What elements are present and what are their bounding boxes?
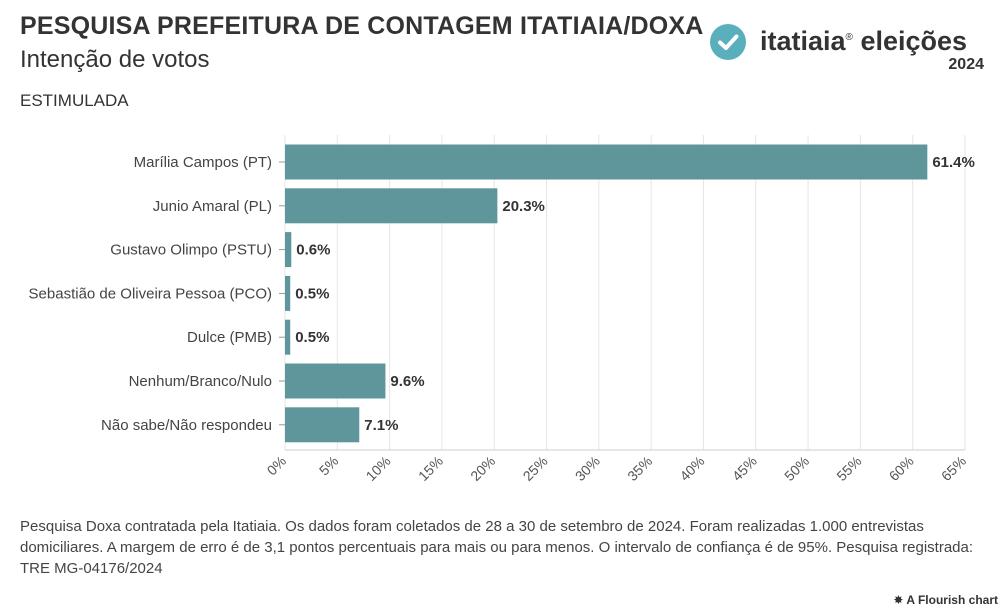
bar — [285, 188, 498, 224]
brand-year: 2024 — [948, 56, 984, 73]
data-label: 7.1% — [364, 417, 398, 434]
brand-wordmark: itatiaia — [760, 26, 846, 56]
bar-chart: 0% 5% 10% 15% 20% 25% 30% 35% 40% 45% 50% 55% 60% 65%… — [29, 135, 975, 484]
category-label: Não sabe/Não respondeu — [101, 417, 272, 434]
x-tick-label: 45% — [729, 453, 760, 484]
chart-title: PESQUISA PREFEITURA DE CONTAGEM ITATIAIA… — [20, 12, 704, 40]
category-label: Nenhum/Branco/Nulo — [129, 373, 272, 390]
bar — [285, 407, 360, 443]
category-label: Dulce (PMB) — [187, 329, 272, 346]
data-label: 20.3% — [502, 198, 545, 215]
x-tick-label: 10% — [363, 453, 394, 484]
credit-label: A Flourish chart — [906, 593, 998, 607]
x-tick-label: 5% — [316, 453, 342, 479]
x-tick-label: 40% — [676, 453, 707, 484]
flourish-star-icon: ✸ — [893, 593, 904, 607]
category-label: Sebastião de Oliveira Pessoa (PCO) — [29, 285, 272, 302]
brand-name: itatiaia® eleições — [760, 26, 967, 57]
brand-event: eleições — [860, 26, 968, 56]
data-label: 9.6% — [390, 373, 424, 390]
bar — [285, 232, 292, 268]
x-tick-label: 60% — [886, 453, 917, 484]
x-tick-label: 35% — [624, 453, 655, 484]
bar — [285, 275, 291, 311]
x-tick-label: 0% — [263, 453, 289, 479]
flourish-credit[interactable]: ✸ A Flourish chart — [893, 593, 998, 607]
bar — [285, 363, 386, 399]
x-tick-label: 55% — [833, 453, 864, 484]
x-tick-label: 25% — [520, 453, 551, 484]
bar — [285, 319, 291, 355]
survey-type-label: ESTIMULADA — [20, 91, 129, 110]
x-tick-label: 50% — [781, 453, 812, 484]
data-label: 0.6% — [296, 242, 330, 259]
category-label: Gustavo Olimpo (PSTU) — [110, 242, 272, 259]
footnote: Pesquisa Doxa contratada pela Itatiaia. … — [20, 518, 974, 577]
bar — [285, 144, 928, 180]
x-tick-label: 20% — [467, 453, 498, 484]
check-circle-icon — [710, 24, 746, 60]
data-label: 0.5% — [295, 285, 329, 302]
brand-logo: itatiaia® eleições 2024 — [708, 18, 988, 78]
data-label: 61.4% — [932, 154, 975, 171]
chart-subtitle: Intenção de votos — [20, 46, 210, 73]
x-tick-label: 65% — [938, 453, 969, 484]
x-tick-label: 15% — [415, 453, 446, 484]
category-label: Junio Amaral (PL) — [153, 198, 272, 215]
registered-mark: ® — [845, 32, 853, 43]
data-label: 0.5% — [295, 329, 329, 346]
category-label: Marília Campos (PT) — [134, 154, 272, 171]
x-tick-label: 30% — [572, 453, 603, 484]
